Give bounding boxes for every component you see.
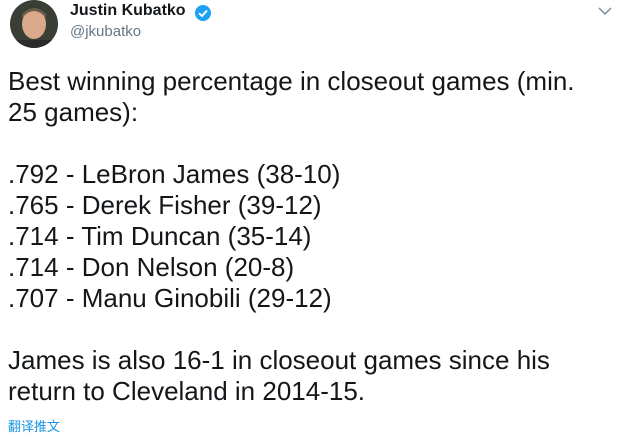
author-handle[interactable]: @jkubatko — [70, 23, 142, 40]
tweet-line: James is also 16-1 in closeout games sin… — [8, 345, 550, 375]
tweet-line: .714 - Don Nelson (20-8) — [8, 252, 295, 282]
tweet-line: 25 games): — [8, 97, 139, 127]
translate-link[interactable]: 翻译推文 — [8, 419, 61, 434]
tweet-line: .765 - Derek Fisher (39-12) — [8, 190, 322, 220]
avatar[interactable] — [8, 0, 62, 50]
tweet-line: .714 - Tim Duncan (35-14) — [8, 221, 312, 251]
tweet-line: Best winning percentage in closeout game… — [8, 66, 575, 96]
tweet-line: return to Cleveland in 2014-15. — [8, 376, 366, 406]
tweet-line: .792 - LeBron James (38-10) — [8, 159, 341, 189]
menu-chevron[interactable] — [596, 4, 614, 18]
tweet-line: .707 - Manu Ginobili (29-12) — [8, 283, 332, 313]
author-name[interactable]: Justin Kubatko — [70, 2, 186, 19]
verified-badge — [195, 5, 211, 21]
